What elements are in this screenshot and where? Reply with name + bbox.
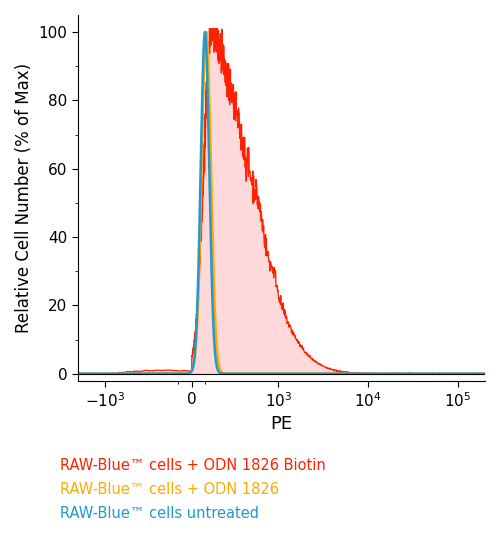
Text: RAW-Blue™ cells + ODN 1826: RAW-Blue™ cells + ODN 1826 (60, 482, 279, 497)
Y-axis label: Relative Cell Number (% of Max): Relative Cell Number (% of Max) (15, 63, 33, 333)
Text: RAW-Blue™ cells + ODN 1826 Biotin: RAW-Blue™ cells + ODN 1826 Biotin (60, 458, 326, 473)
X-axis label: PE: PE (270, 415, 292, 433)
Text: RAW-Blue™ cells untreated: RAW-Blue™ cells untreated (60, 507, 259, 522)
